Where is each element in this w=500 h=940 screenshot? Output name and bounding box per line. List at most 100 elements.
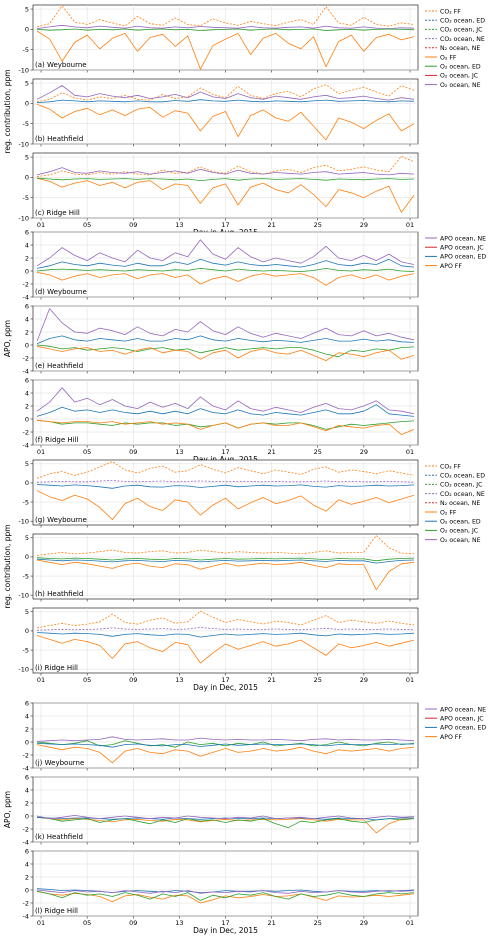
y-tick-label: 2 <box>25 254 29 262</box>
x-tick-label: 25 <box>314 221 322 229</box>
chart-group-2: 6 4 2 0 -2 -4 (d) Weybourne 6 4 2 0 -2 -4 (e) Heathfi… <box>3 228 486 464</box>
legend-entry: N₂ ocean, NE <box>440 45 480 52</box>
x-tick-label: 13 <box>175 919 183 927</box>
legend-entry: O₂ ocean, NE <box>440 82 481 89</box>
legend: APO ocean, NE APO ocean, JC APO ocean, ED A… <box>425 235 486 270</box>
legend-entry: CO₂ ocean, JC <box>440 27 482 34</box>
y-tick-label: -10 <box>18 517 29 525</box>
y-tick-label: 2 <box>25 725 29 733</box>
series-line <box>36 736 415 742</box>
series-line <box>36 559 415 591</box>
y-tick-label: -5 <box>23 572 29 580</box>
x-tick-label: 01 <box>37 676 45 684</box>
series-line <box>36 258 415 269</box>
panel-label: (f) Ridge Hill <box>35 436 79 444</box>
legend-entry: APO ocean, NE <box>440 235 486 242</box>
series-line <box>36 890 415 901</box>
y-tick-label: -4 <box>23 764 29 772</box>
y-tick-label: -5 <box>23 194 29 202</box>
x-tick-label: 21 <box>267 676 275 684</box>
series-line <box>36 419 415 435</box>
y-axis-label: reg. contribution, ppm <box>3 69 12 153</box>
legend-entry: O₂ ocean, NE <box>440 537 481 544</box>
series-line <box>36 177 415 213</box>
x-tick-label: 17 <box>221 221 229 229</box>
x-tick-label: 25 <box>314 919 322 927</box>
series-line <box>36 85 415 101</box>
legend-entry: O₂ FF <box>440 509 457 516</box>
x-tick-label: 09 <box>129 448 137 456</box>
legend-entry: APO ocean, ED <box>440 254 486 261</box>
y-tick-label: 5 <box>25 534 29 542</box>
series-line <box>36 308 415 342</box>
legend-entry: O₂ ocean, JC <box>440 528 478 535</box>
x-tick-label: 21 <box>267 221 275 229</box>
y-tick-label: 0 <box>25 341 29 349</box>
y-tick-label: -5 <box>23 46 29 54</box>
x-tick-label: 05 <box>83 448 91 456</box>
legend-entry: O₂ FF <box>440 54 457 61</box>
x-tick-label: 05 <box>83 919 91 927</box>
panel-k: 6 4 2 0 -2 -4 (k) Heathfield <box>23 773 419 846</box>
panel-label: (k) Heathfield <box>35 833 83 841</box>
y-tick-label: 0 <box>25 174 29 182</box>
series-line <box>36 268 415 272</box>
y-tick-label: 5 <box>25 5 29 13</box>
y-tick-label: -5 <box>23 498 29 506</box>
series-line <box>36 344 415 358</box>
series-line <box>36 167 415 176</box>
series-line <box>36 742 414 748</box>
legend-entry: CO₂ ocean, ED <box>440 473 485 480</box>
x-tick-label: 25 <box>314 448 322 456</box>
x-tick-label: 29 <box>360 676 368 684</box>
y-tick-label: -5 <box>23 646 29 654</box>
series-line <box>36 345 415 361</box>
panel-c: 01 05 09 13 17 21 25 29 01 5 0 -5 -10 (c) Ridge Hill <box>18 152 419 229</box>
x-tick-label: 01 <box>37 448 45 456</box>
chart-group-3: 5 0 -5 -10 (g) Weybourne 5 0 -5 -10 (h) Heathfiel… <box>3 459 485 692</box>
series-line <box>36 335 415 345</box>
y-tick-label: 6 <box>25 228 29 236</box>
y-tick-label: -10 <box>18 214 29 222</box>
y-tick-label: -2 <box>23 280 29 288</box>
y-tick-label: 4 <box>25 315 29 323</box>
y-axis-label: APO, ppm <box>3 791 12 828</box>
chart-group-4: 6 4 2 0 -2 -4 (j) Weybourne 6 4 2 0 -2 -4 (k) Heathfi… <box>3 699 486 935</box>
legend-entry: N₂ ocean, NE <box>440 500 480 507</box>
y-tick-label: 0 <box>25 553 29 561</box>
y-tick-label: 4 <box>25 860 29 868</box>
y-tick-label: 0 <box>25 886 29 894</box>
y-tick-label: 5 <box>25 153 29 161</box>
panel-label: (c) Ridge Hill <box>35 209 80 217</box>
panel-label: (e) Heathfield <box>35 362 83 370</box>
legend-entry: O₂ ocean, ED <box>440 519 481 526</box>
y-tick-label: -4 <box>23 838 29 846</box>
x-tick-label: 01 <box>406 221 414 229</box>
y-tick-label: -2 <box>23 354 29 362</box>
x-tick-label: 13 <box>175 676 183 684</box>
x-axis-label: Day in Dec, 2015 <box>193 926 258 935</box>
series-line <box>36 890 415 904</box>
legend: CO₂ FF CO₂ ocean, ED CO₂ ocean, JC CO₂ ocea… <box>425 8 485 89</box>
y-tick-label: 2 <box>25 799 29 807</box>
y-tick-label: -10 <box>18 140 29 148</box>
y-tick-label: -2 <box>23 825 29 833</box>
y-tick-label: 2 <box>25 402 29 410</box>
y-tick-label: -2 <box>23 428 29 436</box>
series-line <box>36 744 415 764</box>
y-tick-label: 0 <box>25 738 29 746</box>
panel-label: (j) Weybourne <box>35 759 84 767</box>
y-tick-label: 0 <box>25 479 29 487</box>
y-tick-label: 2 <box>25 873 29 881</box>
x-tick-label: 29 <box>360 221 368 229</box>
series-line <box>36 28 415 31</box>
series-line <box>36 177 415 181</box>
series-line <box>36 490 415 520</box>
y-tick-label: 5 <box>25 460 29 468</box>
series-line <box>36 239 415 267</box>
x-tick-label: 13 <box>175 448 183 456</box>
series-line <box>36 404 415 417</box>
x-tick-label: 29 <box>360 919 368 927</box>
x-tick-label: 29 <box>360 448 368 456</box>
